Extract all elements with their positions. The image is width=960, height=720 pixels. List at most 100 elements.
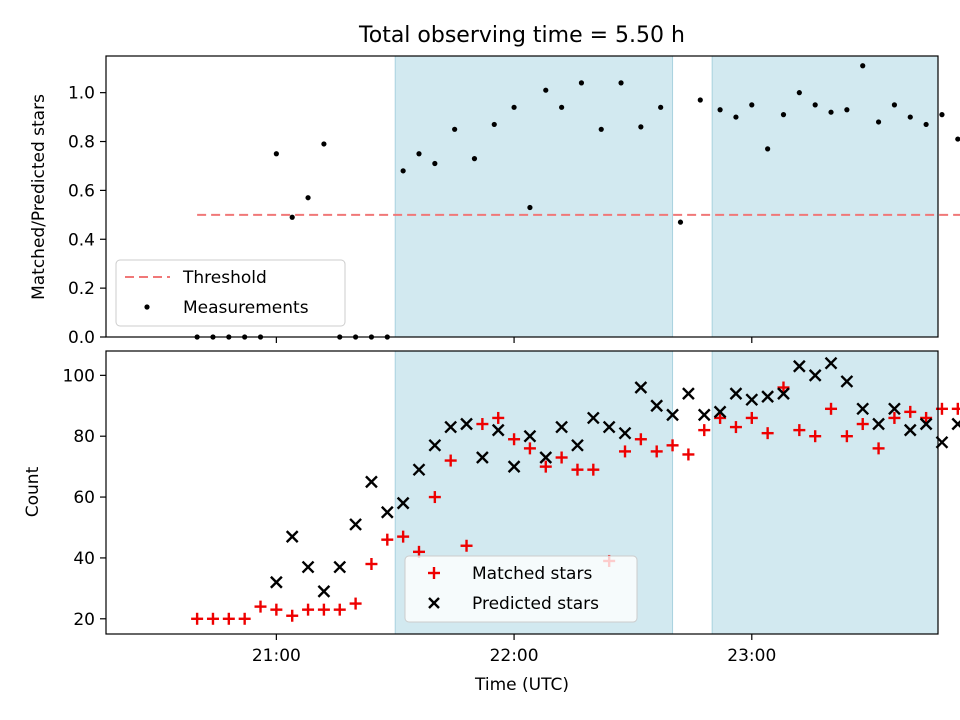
predicted-star-marker xyxy=(777,387,790,400)
predicted-star-marker xyxy=(761,390,774,403)
matched-star-marker xyxy=(476,418,489,431)
bottom-axes-frame xyxy=(105,350,939,635)
predicted-star-marker xyxy=(428,438,442,452)
shaded-interval-2 xyxy=(712,351,938,634)
y-tick-label: 20 xyxy=(73,610,95,630)
matched-star-marker xyxy=(222,612,235,625)
matched-star-marker xyxy=(587,463,600,476)
matched-star-marker xyxy=(920,411,933,424)
predicted-star-marker xyxy=(951,417,960,431)
matched-star-marker xyxy=(286,609,299,622)
predicted-star-marker xyxy=(460,417,473,431)
top-x-ticks xyxy=(275,337,753,343)
matched-star-marker xyxy=(270,603,283,616)
matched-star-marker xyxy=(904,405,917,418)
predicted-star-marker xyxy=(476,451,489,464)
measurement-point xyxy=(618,80,624,86)
matched-star-marker xyxy=(698,424,711,437)
measurement-point xyxy=(939,112,945,118)
predicted-star-marker xyxy=(349,518,362,531)
measurement-point xyxy=(400,168,406,174)
measurement-point xyxy=(733,114,739,120)
measurement-point xyxy=(289,214,295,220)
top-legend: Threshold Measurements xyxy=(115,259,346,327)
measurement-point xyxy=(452,126,458,132)
x-tick-label: 21:00 xyxy=(252,646,301,666)
matched-star-marker xyxy=(666,439,679,452)
predicted-star-marker xyxy=(682,387,695,400)
predicted-star-marker xyxy=(745,393,759,407)
predicted-star-marker xyxy=(507,460,521,473)
matched-star-marker xyxy=(888,411,901,424)
measurement-point xyxy=(875,119,882,125)
predicted-star-marker xyxy=(317,585,331,598)
predicted-star-marker xyxy=(697,408,711,422)
measurement-point xyxy=(511,104,517,110)
matched-star-marker xyxy=(872,442,885,455)
top-panel: 0.0 0.2 0.4 0.6 0.8 1.0 Matched/Predicted sta… xyxy=(29,55,960,348)
matched-star-marker xyxy=(333,603,346,616)
predicted-star-marker xyxy=(713,405,727,419)
matched-star-marker xyxy=(809,430,822,443)
legend-measurements-swatch xyxy=(144,304,150,310)
top-legend-box xyxy=(115,259,346,327)
matched-star-marker xyxy=(508,433,521,446)
measurement-point xyxy=(749,102,755,108)
y-tick-label: 0.4 xyxy=(68,230,95,250)
measurement-point xyxy=(527,204,533,211)
predicted-star-marker xyxy=(792,359,806,373)
legend-matched-label: Matched stars xyxy=(472,564,592,584)
matched-star-marker xyxy=(951,402,960,415)
matched-star-marker xyxy=(492,411,505,424)
matched-star-marker xyxy=(825,402,838,415)
matched-star-marker xyxy=(571,463,584,476)
y-tick-label: 40 xyxy=(73,549,95,569)
top-shaded-intervals xyxy=(394,56,938,337)
predicted-star-marker xyxy=(365,475,378,489)
measurement-point xyxy=(471,156,478,162)
predicted-star-marker xyxy=(270,575,283,589)
legend-matched-swatch xyxy=(428,567,440,579)
measurement-point xyxy=(321,141,327,147)
predicted-star-marker xyxy=(919,417,933,431)
measurement-point xyxy=(860,63,866,69)
predicted-star-markers xyxy=(270,356,960,598)
predicted-star-marker xyxy=(539,451,553,464)
matched-star-marker xyxy=(682,448,695,461)
predicted-star-marker xyxy=(586,411,600,425)
measurement-point xyxy=(491,121,497,128)
matched-star-marker xyxy=(428,491,441,504)
matched-star-marker xyxy=(397,530,410,543)
predicted-star-marker xyxy=(602,420,616,434)
measurement-point xyxy=(305,195,311,201)
chart-title: Total observing time = 5.50 h xyxy=(358,23,685,48)
predicted-star-marker xyxy=(824,356,838,370)
measurement-point xyxy=(658,104,664,110)
measurement-point xyxy=(780,112,787,118)
matched-star-markers xyxy=(191,381,960,625)
predicted-star-marker xyxy=(618,426,632,440)
y-tick-label: 0.2 xyxy=(68,279,95,299)
matched-star-marker xyxy=(460,539,473,552)
measurement-point xyxy=(543,87,549,93)
measurement-point xyxy=(923,121,929,128)
matched-star-marker xyxy=(555,451,568,464)
measurement-point xyxy=(677,219,684,225)
measurement-point xyxy=(273,151,279,157)
top-axes-frame xyxy=(105,55,939,338)
predicted-star-marker xyxy=(666,408,679,422)
y-tick-label: 1.0 xyxy=(68,84,95,104)
measurement-point xyxy=(578,80,585,86)
legend-measurements-label: Measurements xyxy=(183,298,309,318)
predicted-star-marker xyxy=(634,381,648,394)
y-tick-label: 60 xyxy=(73,488,95,508)
measurement-point xyxy=(796,90,802,96)
y-tick-label: 80 xyxy=(73,427,95,447)
y-tick-label: 0.8 xyxy=(68,133,95,153)
measurement-point xyxy=(598,126,604,132)
predicted-star-marker xyxy=(333,560,347,574)
measurement-point xyxy=(432,160,438,167)
predicted-star-marker xyxy=(729,387,743,400)
